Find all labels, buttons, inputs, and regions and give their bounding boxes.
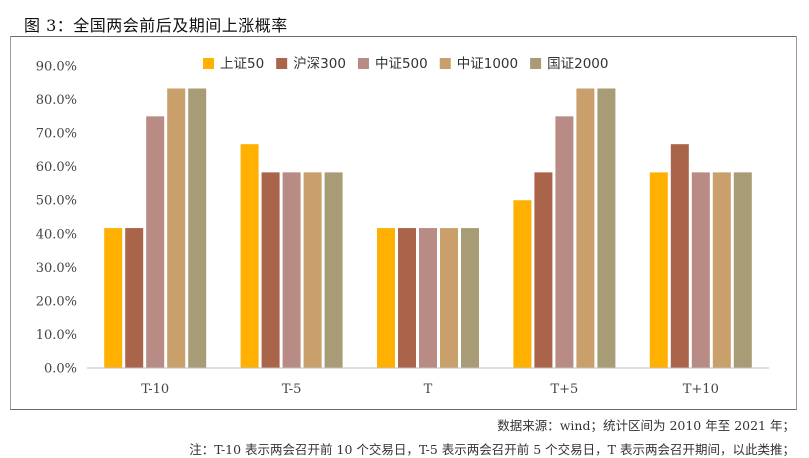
- bar-中证500-T+5: [555, 116, 574, 368]
- legend-swatch: [276, 58, 288, 69]
- chart-legend: 上证50 沪深300 中证500 中证1000 国证2000: [203, 56, 608, 72]
- y-tick-label: 10.0%: [36, 328, 77, 343]
- y-tick-label: 40.0%: [36, 227, 77, 242]
- y-tick-label: 80.0%: [36, 93, 77, 108]
- bar-上证50-T-10: [104, 228, 123, 368]
- legend-swatch: [203, 58, 214, 69]
- bar-中证1000-T-5: [303, 172, 322, 368]
- footnote: 注：T-10 表示两会召开前 10 个交易日，T-5 表示两会召开前 5 个交易…: [189, 442, 795, 457]
- legend-label: 沪深300: [293, 56, 346, 72]
- bar-沪深300-T: [398, 228, 416, 368]
- legend-label: 中证1000: [457, 56, 518, 72]
- bar-国证2000-T+5: [597, 88, 616, 368]
- bar-中证500-T-10: [146, 116, 165, 368]
- bar-沪深300-T+10: [670, 144, 689, 368]
- y-tick-label: 0.0%: [44, 362, 77, 377]
- bar-中证500-T-5: [282, 172, 301, 368]
- y-tick-label: 20.0%: [36, 294, 77, 309]
- legend-swatch: [530, 58, 542, 69]
- bar-中证500-T: [419, 228, 437, 368]
- x-tick-label: T-5: [282, 382, 302, 397]
- y-tick-label: 30.0%: [36, 261, 77, 276]
- x-tick-label: T+10: [683, 382, 719, 397]
- legend-swatch: [439, 58, 451, 69]
- source-note: 数据来源：wind；统计区间为 2010 年至 2021 年；: [497, 418, 795, 433]
- bar-沪深300-T-10: [125, 228, 144, 368]
- bar-国证2000-T+10: [733, 172, 752, 368]
- legend-label: 国证2000: [547, 56, 608, 72]
- y-tick-label: 60.0%: [36, 160, 77, 175]
- bar-上证50-T-5: [240, 144, 259, 368]
- figure-title-bar: 图 3：全国两会前后及期间上涨概率: [10, 6, 797, 37]
- bar-中证1000-T: [440, 228, 458, 368]
- x-axis: T-10 T-5 T T+5 T+10: [87, 367, 769, 397]
- x-tick-label: T+5: [550, 382, 578, 397]
- bar-沪深300-T-5: [261, 172, 280, 368]
- legend-label: 上证50: [220, 56, 264, 72]
- bar-上证50-T+5: [513, 200, 532, 368]
- x-tick-label: T: [424, 382, 433, 397]
- y-axis: 0.0% 10.0% 20.0% 30.0% 40.0% 50.0% 60.0% 70.0% 8…: [36, 60, 77, 377]
- bar-国证2000-T-5: [324, 172, 343, 368]
- bar-series-group: [104, 88, 752, 368]
- bar-中证1000-T-10: [167, 88, 186, 368]
- y-tick-label: 70.0%: [36, 127, 77, 142]
- bar-中证1000-T+10: [712, 172, 731, 368]
- legend-label: 中证500: [375, 56, 428, 72]
- bar-国证2000-T: [461, 228, 479, 368]
- x-tick-label: T-10: [141, 382, 169, 397]
- bar-chart: 上证50 沪深300 中证500 中证1000 国证2000 0.0% 10.0% 20.0…: [36, 56, 769, 397]
- chart-frame: 上证50 沪深300 中证500 中证1000 国证2000 0.0% 10.0% 20.0…: [10, 36, 797, 410]
- y-tick-label: 50.0%: [36, 194, 77, 209]
- y-tick-label: 90.0%: [36, 60, 77, 75]
- bar-中证500-T+10: [691, 172, 710, 368]
- bar-上证50-T+10: [649, 172, 668, 368]
- bar-上证50-T: [377, 228, 395, 368]
- legend-swatch: [357, 58, 369, 69]
- figure-title: 图 3：全国两会前后及期间上涨概率: [24, 16, 288, 35]
- bar-中证1000-T+5: [576, 88, 595, 368]
- bar-沪深300-T+5: [534, 172, 553, 368]
- bar-国证2000-T-10: [188, 88, 207, 368]
